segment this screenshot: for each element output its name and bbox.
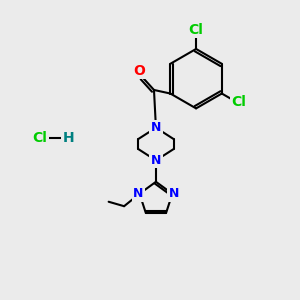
Text: N: N <box>133 187 143 200</box>
Text: O: O <box>133 64 145 78</box>
Text: N: N <box>151 154 161 167</box>
Text: Cl: Cl <box>189 23 203 37</box>
Text: Cl: Cl <box>33 131 47 145</box>
Text: Cl: Cl <box>232 95 247 109</box>
Text: H: H <box>62 131 74 145</box>
Text: N: N <box>151 121 161 134</box>
Text: N: N <box>169 187 179 200</box>
